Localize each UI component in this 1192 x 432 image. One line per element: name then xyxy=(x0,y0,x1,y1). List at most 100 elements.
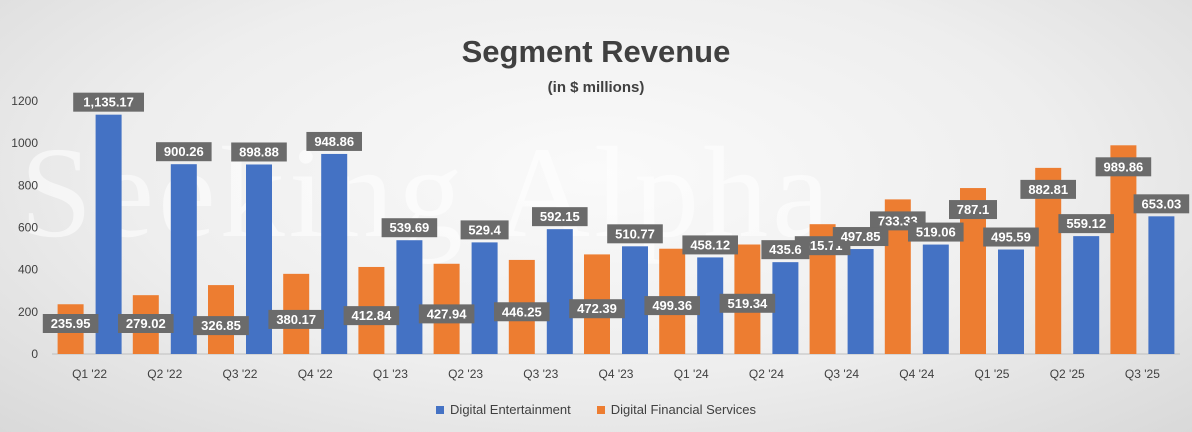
bar-financial-services xyxy=(1110,145,1137,354)
bar-entertainment xyxy=(170,164,197,354)
legend-swatch-icon xyxy=(596,405,605,414)
x-tick-label: Q2 '22 xyxy=(147,367,182,381)
data-label-text: 412.84 xyxy=(352,308,393,323)
bar-entertainment xyxy=(772,262,799,354)
x-tick-label: Q1 '25 xyxy=(975,367,1010,381)
y-tick-label: 200 xyxy=(18,305,38,319)
data-label-text: 427.94 xyxy=(427,306,468,321)
data-label: 495.59 xyxy=(983,227,1039,247)
data-label-text: 989.86 xyxy=(1104,159,1144,174)
data-label-text: 235.95 xyxy=(51,316,91,331)
data-label-box xyxy=(908,222,964,242)
data-label: 499.36 xyxy=(644,296,700,316)
data-label: 948.86 xyxy=(306,131,362,151)
data-label: 592.15 xyxy=(532,207,588,227)
bar-entertainment xyxy=(1148,216,1175,354)
bar-financial-services xyxy=(1035,167,1062,354)
legend-swatch-icon xyxy=(436,405,445,414)
x-tick-label: Q2 '23 xyxy=(448,367,483,381)
data-label-box xyxy=(1020,179,1076,199)
data-label: 380.17 xyxy=(268,309,324,329)
data-label: 446.25 xyxy=(494,302,550,322)
data-label-box xyxy=(418,304,475,324)
data-label-box xyxy=(118,314,174,333)
data-label-text: 948.86 xyxy=(314,134,354,149)
data-label-box xyxy=(761,240,810,260)
data-label: 882.81 xyxy=(1020,179,1076,199)
data-label: 539.69 xyxy=(381,218,438,238)
data-label: 427.94 xyxy=(418,304,475,324)
data-label-box xyxy=(1095,157,1152,177)
data-label: 900.26 xyxy=(156,142,212,162)
data-label-text: 435.6 xyxy=(769,242,802,257)
data-label-text: 495.59 xyxy=(991,230,1031,245)
data-label-box xyxy=(73,92,144,112)
data-label-box xyxy=(494,302,550,322)
data-label-text: 900.26 xyxy=(164,144,204,159)
data-label: 529.4 xyxy=(460,220,509,240)
data-label: 519.34 xyxy=(719,293,776,313)
data-label-box xyxy=(381,218,438,238)
data-label: 898.88 xyxy=(231,142,287,162)
data-label: 412.84 xyxy=(343,306,400,326)
data-label-text: 446.25 xyxy=(502,304,542,319)
data-label-box xyxy=(682,235,738,255)
data-label-box xyxy=(343,306,400,326)
bar-entertainment xyxy=(622,246,648,354)
data-label-text: 380.17 xyxy=(276,312,316,327)
data-label: 497.85 xyxy=(832,227,889,247)
data-label-box xyxy=(532,207,588,227)
y-tick-label: 1200 xyxy=(11,94,38,108)
data-label-text: 510.77 xyxy=(615,226,655,241)
x-tick-label: Q4 '22 xyxy=(298,367,333,381)
bar-entertainment xyxy=(321,153,348,354)
bar-entertainment xyxy=(471,242,498,354)
data-label: 279.02 xyxy=(118,314,174,333)
data-label: 989.86 xyxy=(1095,157,1152,177)
bar-entertainment xyxy=(697,257,724,354)
bar-entertainment xyxy=(95,114,122,354)
legend: Digital Entertainment Digital Financial … xyxy=(0,402,1192,417)
data-label: 472.39 xyxy=(569,299,625,319)
data-label-text: 898.88 xyxy=(239,144,279,159)
data-label-box xyxy=(569,299,625,319)
x-tick-label: Q3 '23 xyxy=(523,367,558,381)
data-label-text: 615.71 xyxy=(803,238,843,253)
bar-entertainment xyxy=(246,164,272,354)
data-label-text: 458.12 xyxy=(690,237,730,252)
x-tick-label: Q3 '25 xyxy=(1125,367,1160,381)
data-label-box xyxy=(719,293,776,313)
data-label-text: 497.85 xyxy=(841,229,881,244)
bar-entertainment xyxy=(998,249,1024,354)
y-tick-label: 0 xyxy=(31,347,38,361)
data-label: 787.1 xyxy=(949,200,997,220)
data-label: 458.12 xyxy=(682,235,738,255)
data-label-box xyxy=(1133,194,1190,214)
y-tick-label: 800 xyxy=(18,178,38,192)
legend-item-digital-entertainment: Digital Entertainment xyxy=(436,402,571,417)
chart-subtitle: (in $ millions) xyxy=(547,79,645,96)
data-label-box xyxy=(983,227,1039,247)
data-label: 559.12 xyxy=(1058,214,1114,234)
data-label-box xyxy=(949,200,997,220)
bar-entertainment xyxy=(1073,236,1100,354)
data-label-box xyxy=(644,296,700,316)
legend-label: Digital Financial Services xyxy=(610,402,756,417)
data-label-text: 279.02 xyxy=(126,316,166,331)
data-label-text: 326.85 xyxy=(201,318,241,333)
data-label-box xyxy=(306,131,362,151)
bar-entertainment xyxy=(922,244,949,354)
x-tick-label: Q2 '24 xyxy=(749,367,784,381)
data-label-text: 559.12 xyxy=(1066,216,1106,231)
bar-entertainment xyxy=(847,249,874,354)
x-tick-label: Q1 '22 xyxy=(72,367,107,381)
data-label-text: 472.39 xyxy=(577,301,617,316)
data-label-box xyxy=(156,142,212,162)
data-label-box xyxy=(193,316,249,336)
data-label: 235.95 xyxy=(42,314,99,333)
bar-entertainment xyxy=(546,229,573,354)
data-label: 435.6 xyxy=(761,240,810,260)
data-label-text: 882.81 xyxy=(1028,182,1068,197)
